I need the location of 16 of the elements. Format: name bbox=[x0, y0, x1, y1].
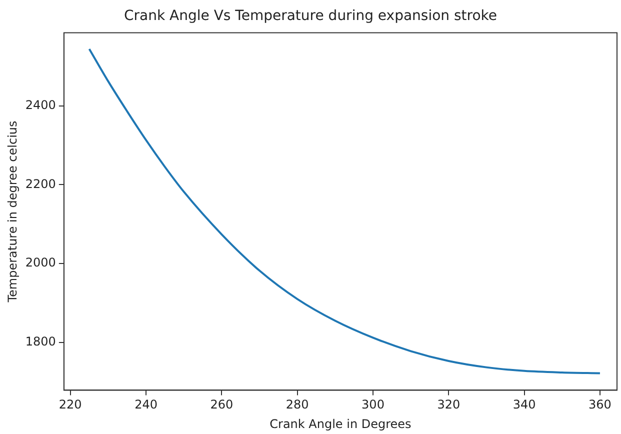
x-tick-label: 240 bbox=[134, 398, 158, 412]
line-series bbox=[88, 48, 601, 374]
y-tick-label: 2400 bbox=[25, 98, 56, 112]
x-tick-label: 300 bbox=[362, 398, 384, 412]
chart-title: Crank Angle Vs Temperature during expansion stroke bbox=[124, 8, 497, 24]
x-tick-label: 220 bbox=[58, 398, 82, 412]
y-tick-label: 1800 bbox=[25, 334, 56, 349]
x-tick-label: 320 bbox=[437, 398, 460, 412]
y-tick-label: 2200 bbox=[25, 176, 56, 191]
y-tick-label: 2000 bbox=[25, 256, 56, 270]
x-tick-label: 340 bbox=[512, 398, 536, 412]
x-tick-label: 360 bbox=[588, 398, 612, 412]
x-tick-label: 260 bbox=[210, 398, 234, 412]
x-tick-label: 280 bbox=[286, 398, 309, 412]
x-axis-title: Crank Angle in Degrees bbox=[270, 416, 412, 431]
y-axis-title: Temperature in degree celcius bbox=[5, 120, 20, 304]
